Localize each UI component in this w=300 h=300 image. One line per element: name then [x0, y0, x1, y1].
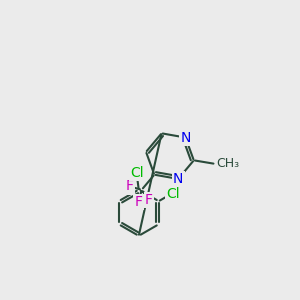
Text: N: N — [173, 172, 183, 186]
Text: F: F — [134, 195, 142, 209]
Text: F: F — [125, 179, 134, 194]
Text: CH₃: CH₃ — [216, 157, 239, 170]
Text: Cl: Cl — [166, 187, 180, 201]
Text: N: N — [180, 130, 191, 145]
Text: F: F — [145, 193, 153, 207]
Text: Cl: Cl — [130, 166, 144, 180]
